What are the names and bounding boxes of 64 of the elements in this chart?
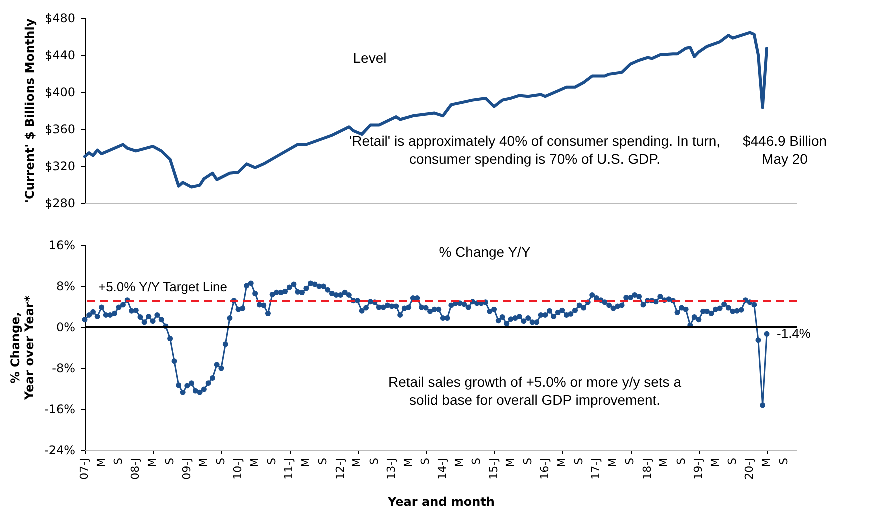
annotation: -1.4% (777, 326, 812, 342)
x-tick-label: M (760, 458, 774, 468)
ref-line-label: +5.0% Y/Y Target Line (98, 279, 228, 294)
x-tick-label: M (555, 458, 568, 468)
x-tick-label: S (674, 458, 688, 465)
x-tick-label: 13-J (385, 458, 398, 480)
x-tick-label: S (163, 458, 176, 465)
y-tick-label: $320 (44, 160, 76, 174)
x-tick-label: M (197, 458, 210, 468)
x-tick-label: 12-J (334, 458, 347, 480)
x-tick-label: M (248, 458, 262, 468)
x-tick-label: M (504, 458, 518, 468)
y-tick-label: $440 (44, 48, 76, 62)
x-tick-label: M (350, 458, 364, 468)
x-tick-label: 18-J (640, 458, 654, 480)
y-tick-label: 0% (56, 320, 76, 334)
x-tick-label: 08-J (129, 458, 142, 480)
y-tick-label: $360 (44, 122, 76, 136)
x-tick-label: S (726, 458, 739, 465)
x-tick-label: S (624, 458, 637, 465)
x-tick-label: S (521, 458, 534, 465)
x-tick-label: 10-J (232, 458, 245, 480)
x-tick-label: S (266, 458, 279, 465)
x-tick-label: S (316, 458, 330, 465)
annotation: Level (353, 50, 387, 66)
x-tick-label: M (606, 458, 620, 468)
y-tick-label: -24% (44, 444, 76, 458)
x-tick-label: M (708, 458, 722, 468)
x-tick-label: 16-J (538, 458, 552, 480)
x-tick-label: S (112, 458, 126, 465)
x-axis-title: Year and month (387, 495, 495, 509)
annotation: % Change Y/Y (439, 244, 532, 260)
annotation: Retail sales growth of +5.0% or more y/y sets a solid base for overall GDP improvement. (388, 374, 682, 408)
x-tick-label: 17-J (590, 458, 603, 480)
x-tick-label: M (658, 458, 671, 468)
x-tick-label: S (572, 458, 586, 465)
y-tick-label: $280 (44, 196, 76, 210)
x-tick-label: S (368, 458, 381, 465)
x-tick-label: 14-J (436, 458, 450, 480)
x-tick-label: M (94, 458, 108, 468)
x-tick-label: 19-J (692, 458, 705, 480)
x-tick-label: S (214, 458, 228, 465)
x-tick-label: S (470, 458, 484, 465)
x-tick-label: 15-J (487, 458, 500, 480)
y-tick-label: $400 (44, 86, 76, 100)
x-tick-label: 20-J (743, 458, 756, 480)
x-tick-label: M (146, 458, 160, 468)
x-tick-label: M (402, 458, 415, 468)
y-axis-title: % Change, Year over Year* (8, 295, 36, 402)
x-tick-label: S (419, 458, 432, 465)
x-tick-label: 07-J (78, 458, 91, 480)
x-tick-label: M (299, 458, 312, 468)
y-axis-title: 'Current' $ Billions Monthly (22, 18, 37, 204)
x-tick-label: 09-J (180, 458, 194, 480)
y-tick-label: 8% (56, 280, 76, 294)
y-tick-label: 16% (48, 238, 76, 252)
annotation: 'Retail' is approximately 40% of consumer spending. In turn, consumer spending is 70% of U.S. GDP. (349, 133, 721, 167)
y-tick-label: -16% (44, 402, 76, 416)
y-tick-label: $480 (44, 12, 76, 26)
x-tick-label: S (777, 458, 790, 465)
x-tick-label: 11-J (282, 458, 296, 480)
x-tick-label: M (452, 458, 466, 468)
y-tick-label: -8% (52, 362, 76, 376)
annotation: $446.9 Billion May 20 (742, 133, 828, 167)
